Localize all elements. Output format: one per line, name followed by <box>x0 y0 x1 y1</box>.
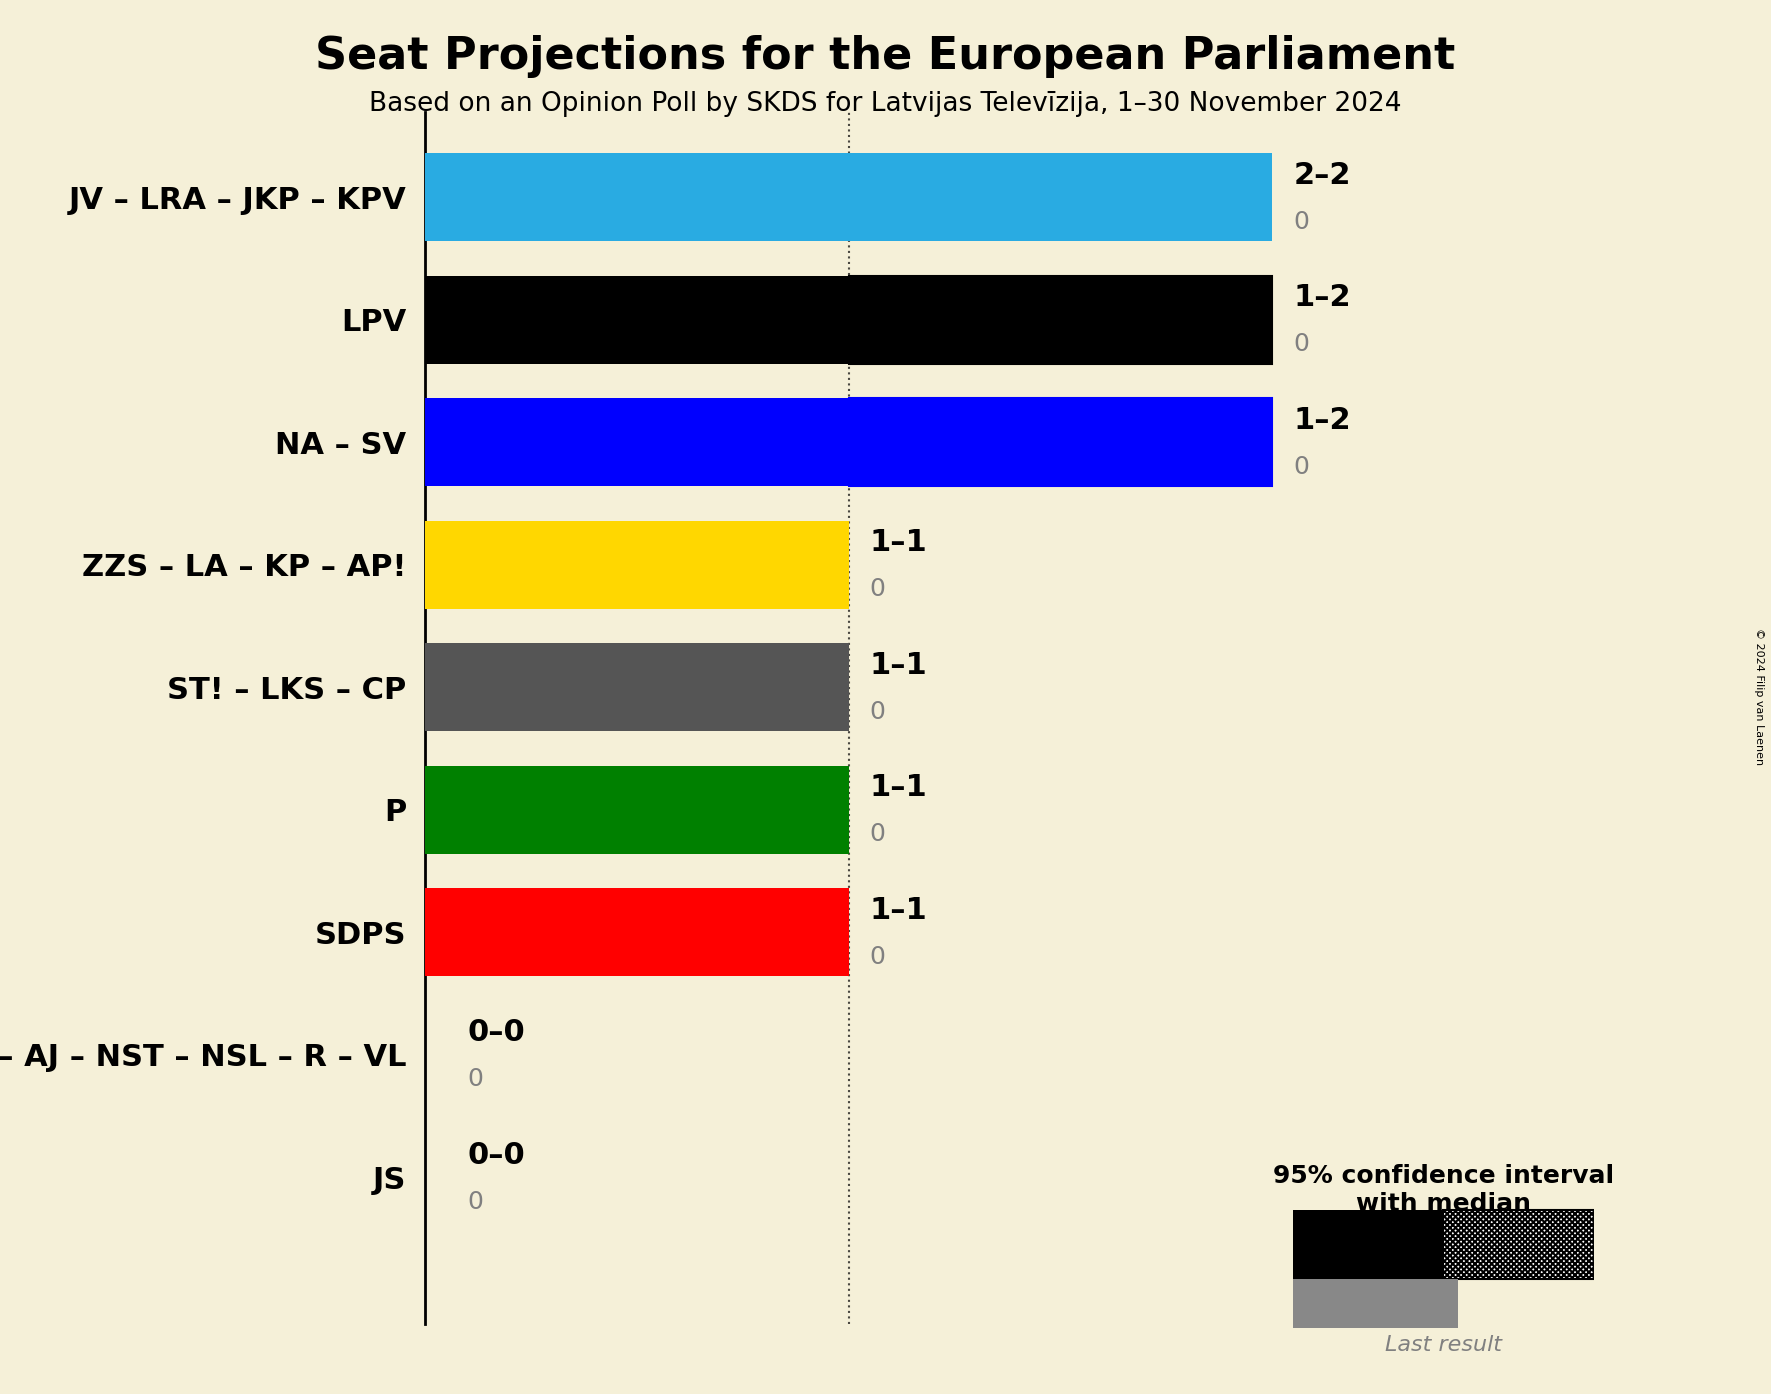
Bar <box>425 276 848 364</box>
Text: 2–2: 2–2 <box>1293 160 1351 190</box>
Text: 0–0: 0–0 <box>468 1140 526 1170</box>
Text: 0: 0 <box>1293 454 1309 478</box>
Text: Last result: Last result <box>1385 1335 1502 1355</box>
Text: © 2024 Filip van Laenen: © 2024 Filip van Laenen <box>1753 629 1764 765</box>
Text: 0: 0 <box>1293 209 1309 234</box>
Text: 0: 0 <box>870 577 886 601</box>
Text: 0: 0 <box>870 822 886 846</box>
Text: 1–1: 1–1 <box>870 651 928 680</box>
Text: 0–0: 0–0 <box>468 1018 526 1047</box>
Text: 0: 0 <box>870 700 886 723</box>
Bar <box>425 643 848 732</box>
Text: 0: 0 <box>468 1068 483 1092</box>
Bar <box>848 276 1272 364</box>
Bar <box>425 888 848 976</box>
Bar <box>1293 1210 1443 1278</box>
Bar <box>425 153 1272 241</box>
Text: 95% confidence interval
with median: 95% confidence interval with median <box>1273 1164 1613 1216</box>
Text: 1–1: 1–1 <box>870 528 928 558</box>
Bar <box>1443 1210 1594 1278</box>
Bar <box>425 765 848 855</box>
Bar <box>425 399 848 487</box>
Text: 1–2: 1–2 <box>1293 406 1351 435</box>
Text: 0: 0 <box>468 1190 483 1214</box>
Text: Seat Projections for the European Parliament: Seat Projections for the European Parlia… <box>315 35 1456 78</box>
Text: 0: 0 <box>870 945 886 969</box>
Bar <box>848 399 1272 487</box>
Bar <box>425 521 848 609</box>
Text: 1–1: 1–1 <box>870 896 928 924</box>
Text: 1–1: 1–1 <box>870 774 928 802</box>
Text: 1–2: 1–2 <box>1293 283 1351 312</box>
Text: Based on an Opinion Poll by SKDS for Latvijas Televīzija, 1–30 November 2024: Based on an Opinion Poll by SKDS for Lat… <box>368 91 1403 117</box>
Text: 0: 0 <box>1293 332 1309 357</box>
